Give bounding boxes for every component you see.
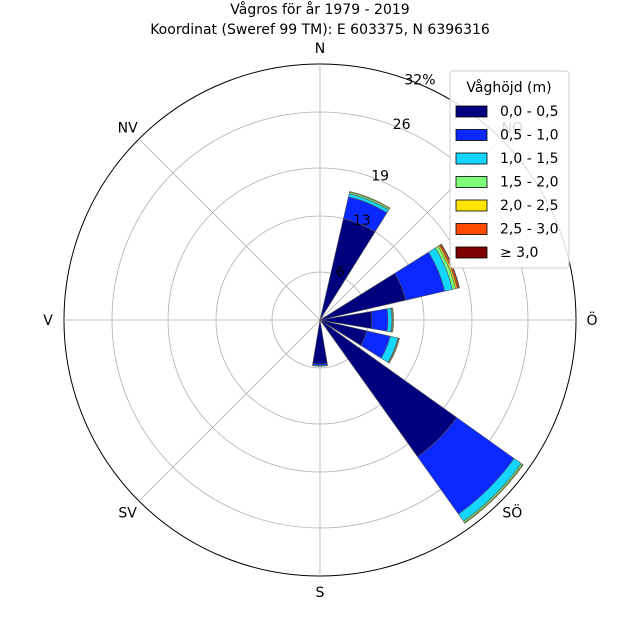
rose-bar-segment: [391, 307, 394, 333]
rose-bar-segment: [464, 464, 524, 524]
radial-tick-labels: 6 13 19 26 32%: [336, 72, 436, 280]
direction-label: S: [316, 585, 325, 601]
radial-tick-label: 6: [336, 265, 345, 281]
legend-swatch: [455, 199, 488, 212]
legend-entries: 0,0 - 0,5 0,5 - 1,0 1,0 - 1,5 1,5 - 2,0 2,0 …: [455, 104, 558, 261]
direction-label: NV: [118, 121, 138, 137]
direction-label: SV: [118, 505, 137, 521]
radial-tick-label: 19: [371, 169, 389, 185]
radial-tick-label: 26: [393, 117, 411, 133]
legend-entry-label: 2,5 - 3,0: [500, 222, 558, 238]
radial-tick-label: 32%: [404, 72, 435, 88]
legend-swatch: [455, 223, 488, 235]
chart-title: Vågros för år 1979 - 2019: [230, 1, 409, 18]
rose-bars: [311, 191, 524, 524]
rose-bar-segment: [388, 337, 400, 364]
radial-tick-label: 13: [353, 213, 371, 229]
legend-swatch: [455, 129, 488, 141]
rose-bar-segment: [349, 191, 391, 210]
legend-title: Våghöjd (m): [466, 79, 551, 96]
direction-label: SÖ: [502, 503, 522, 521]
legend-entry-label: 0,0 - 0,5: [500, 104, 558, 120]
direction-label: N: [315, 41, 325, 57]
legend-entry-label: 2,0 - 2,5: [500, 198, 558, 214]
direction-label: Ö: [586, 311, 597, 329]
legend-entry-label: 1,5 - 2,0: [500, 175, 558, 191]
legend-swatch: [455, 105, 488, 118]
rose-bar-segment: [311, 364, 329, 367]
legend-swatch: [455, 152, 488, 165]
legend-frame: [449, 70, 570, 269]
grid-spoke: [138, 319, 321, 502]
chart-subtitle: Koordinat (Sweref 99 TM): E 603375, N 63…: [150, 22, 490, 38]
legend: Våghöjd (m) 0,0 - 0,5 0,5 - 1,0 1,0 - 1,5 1…: [449, 70, 570, 269]
legend-entry-label: 1,0 - 1,5: [500, 151, 558, 167]
rose-bar-segment: [440, 243, 460, 289]
grid-spoke: [138, 138, 321, 321]
legend-entry-label: ≥ 3,0: [500, 245, 538, 261]
legend-swatch: [455, 246, 488, 259]
legend-entry-label: 0,5 - 1,0: [500, 128, 558, 144]
rose-bar-segment: [370, 308, 389, 332]
direction-label: V: [43, 313, 53, 329]
legend-swatch: [455, 176, 488, 188]
